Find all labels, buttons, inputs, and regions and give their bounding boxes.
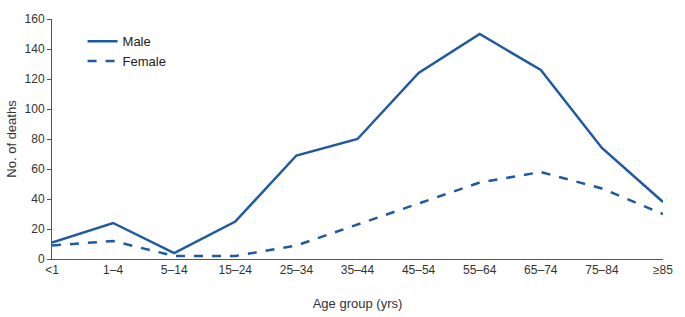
svg-text:160: 160 <box>25 12 45 26</box>
svg-text:80: 80 <box>31 132 45 146</box>
svg-text:Female: Female <box>123 54 166 69</box>
svg-text:5–14: 5–14 <box>161 263 188 277</box>
svg-text:45–54: 45–54 <box>402 263 436 277</box>
svg-text:1–4: 1–4 <box>103 263 123 277</box>
svg-text:75–84: 75–84 <box>585 263 619 277</box>
svg-text:<1: <1 <box>45 263 59 277</box>
svg-text:120: 120 <box>25 72 45 86</box>
svg-text:≥85: ≥85 <box>653 263 673 277</box>
svg-text:40: 40 <box>31 192 45 206</box>
svg-text:Male: Male <box>123 34 151 49</box>
svg-text:No. of deaths: No. of deaths <box>4 100 19 178</box>
svg-text:55–64: 55–64 <box>463 263 497 277</box>
svg-text:20: 20 <box>31 222 45 236</box>
svg-text:0: 0 <box>38 252 45 266</box>
svg-text:25–34: 25–34 <box>280 263 314 277</box>
svg-text:100: 100 <box>25 102 45 116</box>
svg-text:65–74: 65–74 <box>524 263 558 277</box>
svg-text:Age group (yrs): Age group (yrs) <box>313 296 403 311</box>
svg-text:60: 60 <box>31 162 45 176</box>
svg-text:15–24: 15–24 <box>219 263 253 277</box>
svg-text:35–44: 35–44 <box>341 263 375 277</box>
svg-text:140: 140 <box>25 42 45 56</box>
